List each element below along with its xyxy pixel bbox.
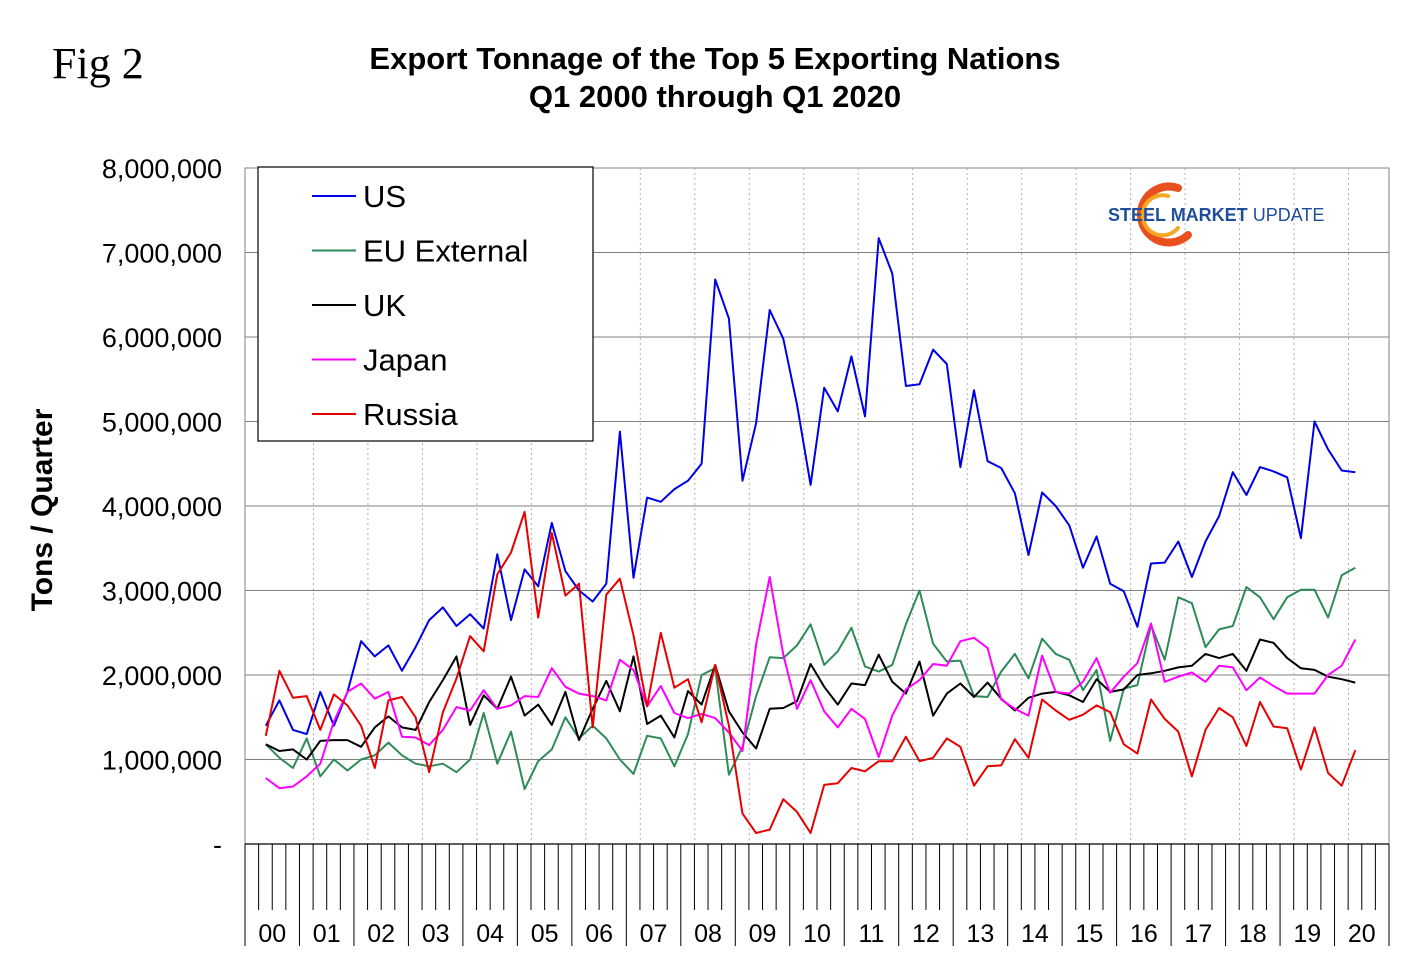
- legend-label-japan: Japan: [363, 343, 447, 378]
- series-line-eu-external: [265, 566, 1356, 791]
- y-tick-label: 4,000,000: [102, 492, 222, 522]
- x-year-label: 05: [531, 920, 559, 948]
- x-year-label: 20: [1348, 920, 1376, 948]
- x-year-label: 07: [640, 920, 668, 948]
- legend-label-us: US: [363, 179, 406, 214]
- x-year-label: 04: [476, 920, 504, 948]
- x-year-label: 09: [749, 920, 777, 948]
- legend-label-eu-external: EU External: [363, 234, 528, 269]
- x-year-label: 01: [313, 920, 341, 948]
- y-axis-label: Tons / Quarter: [26, 408, 59, 611]
- logo-arc-inner: [1140, 193, 1180, 238]
- chart-subtitle: Q1 2000 through Q1 2020: [528, 79, 902, 114]
- x-year-label: 03: [422, 920, 450, 948]
- y-tick-label: 2,000,000: [102, 661, 222, 691]
- legend-label-russia: Russia: [363, 397, 459, 432]
- x-year-label: 12: [912, 920, 940, 948]
- chart-title: Export Tonnage of the Top 5 Exporting Na…: [369, 41, 1061, 76]
- y-tick-label: 6,000,000: [102, 323, 222, 353]
- legend-label-uk: UK: [363, 288, 406, 323]
- x-year-label: 18: [1239, 920, 1267, 948]
- y-tick-label: 1,000,000: [102, 746, 222, 776]
- series-lines: [264, 237, 1357, 834]
- y-tick-labels: - 1,000,000 2,000,000 3,000,000 4,000,000 5,0…: [102, 154, 222, 860]
- y-tick-label: 5,000,000: [102, 408, 222, 438]
- legend: US EU External UK Japan Russia: [257, 166, 594, 442]
- series-line-japan: [265, 576, 1357, 790]
- series-line-us: [264, 237, 1356, 736]
- x-year-label: 19: [1293, 920, 1321, 948]
- series-line-russia: [264, 510, 1357, 834]
- y-tick-label: 7,000,000: [102, 239, 222, 269]
- x-axis-ticks: [244, 843, 1390, 946]
- chart-title-block: Export Tonnage of the Top 5 Exporting Na…: [240, 40, 1190, 116]
- steel-market-update-logo: STEEL MARKET UPDATE: [1108, 182, 1324, 247]
- x-year-label: 06: [585, 920, 613, 948]
- x-year-label: 15: [1075, 920, 1103, 948]
- x-year-label: 13: [967, 920, 995, 948]
- logo-text: STEEL MARKET UPDATE: [1108, 205, 1324, 225]
- x-year-label: 10: [803, 920, 831, 948]
- y-tick-label: 3,000,000: [102, 577, 222, 607]
- x-year-label: 11: [858, 920, 884, 948]
- x-year-label: 17: [1184, 920, 1212, 948]
- y-tick-label: -: [213, 830, 222, 860]
- x-year-label: 08: [694, 920, 722, 948]
- x-year-label: 14: [1021, 920, 1049, 948]
- x-year-labels: 00 01 02 03 04 05 06 07 08 09 10 11 12 13 14 15 16 17 18 19…: [258, 920, 1375, 948]
- y-tick-label: 8,000,000: [102, 154, 222, 184]
- figure-label: Fig 2: [52, 39, 144, 88]
- x-year-label: 02: [367, 920, 395, 948]
- x-year-label: 16: [1130, 920, 1158, 948]
- series-line-uk: [265, 638, 1356, 761]
- x-year-label: 00: [258, 920, 286, 948]
